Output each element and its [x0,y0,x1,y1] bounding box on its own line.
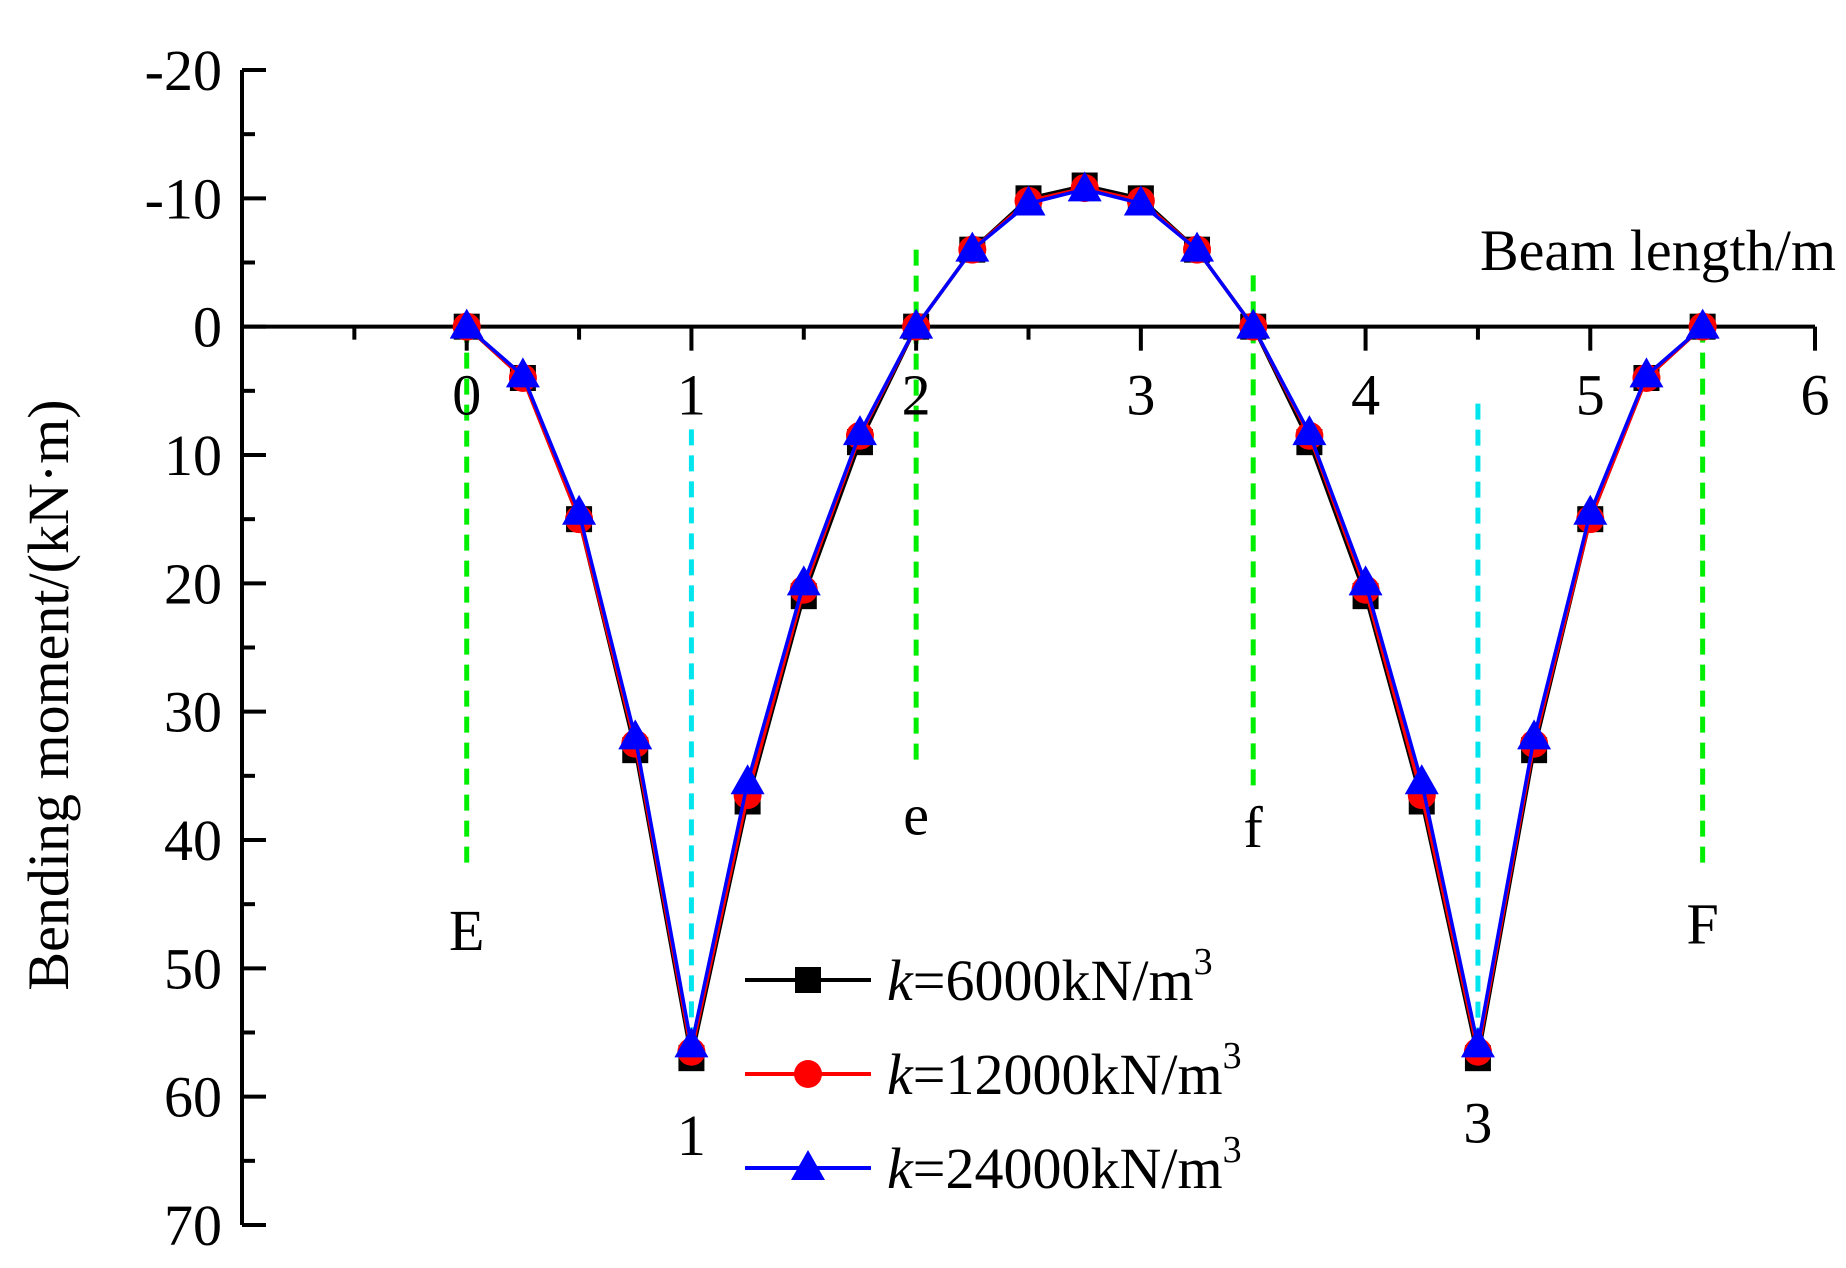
data-point [449,308,484,339]
data-point [1460,1027,1495,1058]
x-tick-label: 0 [452,363,481,428]
y-tick-label: 60 [164,1065,222,1130]
legend-label: k=12000kN/m3 [887,1035,1242,1107]
data-point [899,308,934,339]
y-tick-label: 20 [164,551,222,616]
data-point [730,764,765,795]
legend-label: k=6000kN/m3 [887,941,1213,1013]
legend-item: k=6000kN/m3 [745,941,1213,1013]
y-tick-label: 50 [164,936,222,1001]
annotation-label: f [1244,795,1264,860]
y-tick-label: -10 [145,166,222,231]
legend-marker [794,1060,822,1088]
x-axis-title: Beam length/m [1480,218,1836,283]
series-line [465,183,1704,1059]
series-triangle [449,171,1720,1058]
y-tick-label: 40 [164,808,222,873]
x-tick-label: 6 [1801,363,1830,428]
y-tick-label: -20 [145,38,222,103]
data-point [1236,308,1271,339]
x-tick-label: 3 [1126,363,1155,428]
legend-marker [795,967,821,993]
data-point [1685,308,1720,339]
series-line [465,187,1704,1046]
data-point [505,357,540,388]
data-point [955,231,990,262]
annotation-labels: Ee f F 1 3 [449,782,1719,1168]
data-point [1067,171,1102,202]
legend: k=6000kN/m3 k=12000kN/m3 k=24000kN/m3 [745,941,1242,1201]
legend-item: k=12000kN/m3 [745,1035,1242,1107]
data-point [786,565,821,596]
data-point [1123,185,1158,216]
data-point [1011,185,1046,216]
annotation-label: 1 [677,1103,706,1168]
y-tick-label: 10 [164,423,222,488]
annotation-label: F [1687,891,1719,956]
x-tick-label: 1 [677,363,706,428]
data-point [1292,415,1327,446]
data-point [842,415,877,446]
data-point [562,494,597,525]
x-tick-label: 4 [1351,363,1380,428]
data-point [1180,231,1215,262]
data-point [1517,719,1552,750]
y-tick-label: 30 [164,680,222,745]
series-line [465,186,1704,1053]
annotation-label: e [903,782,929,847]
y-tick-label: 0 [193,295,222,360]
data-point [1573,494,1608,525]
data-point [674,1027,709,1058]
annotation-label: E [449,898,484,963]
axes: -20 -10 0 10 20 30 40 50 60 70 0 1 2 3 4 5 6 [145,38,1830,1258]
x-tick-label: 5 [1576,363,1605,428]
data-point [1404,764,1439,795]
y-axis-title: Bending moment/(kN·m) [16,399,81,990]
annotation-label: 3 [1463,1090,1492,1155]
legend-marker [791,1150,825,1180]
series-square [453,172,1716,1072]
legend-item: k=24000kN/m3 [745,1129,1242,1201]
data-point [618,719,653,750]
legend-label: k=24000kN/m3 [887,1129,1242,1201]
data-point [1348,565,1383,596]
x-tick-label: 2 [902,363,931,428]
y-tick-label: 70 [164,1193,222,1258]
data-point [1629,357,1664,388]
series-circle [452,174,1717,1066]
data-series [449,171,1720,1072]
